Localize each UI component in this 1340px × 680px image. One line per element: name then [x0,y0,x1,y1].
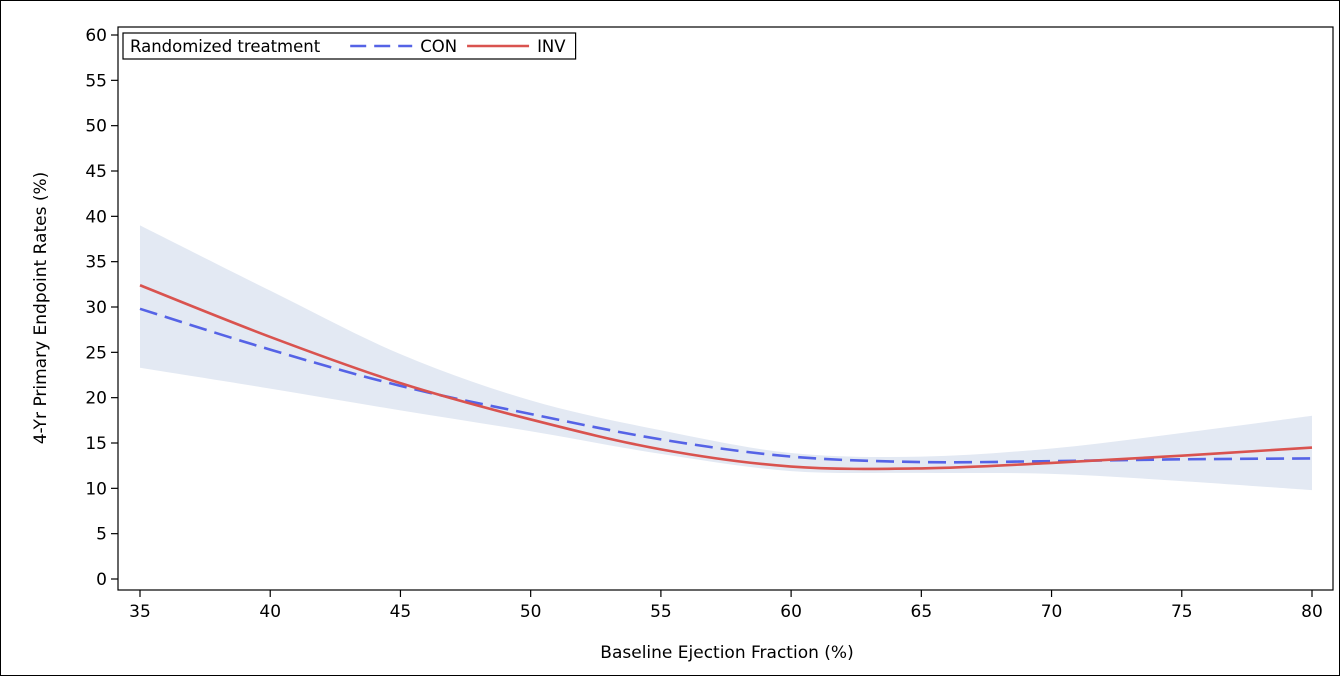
x-tick-label: 50 [520,602,542,622]
y-tick-label: 55 [85,71,107,91]
y-tick-label: 15 [85,434,107,454]
y-tick-label: 60 [85,26,107,46]
y-tick-label: 10 [85,479,107,499]
x-tick-label: 80 [1301,602,1323,622]
x-axis-label: Baseline Ejection Fraction (%) [600,643,853,663]
y-tick-label: 50 [85,117,107,137]
y-axis-label: 4-Yr Primary Endpoint Rates (%) [31,172,51,445]
y-tick-label: 45 [85,162,107,182]
x-tick-label: 65 [911,602,933,622]
x-tick-label: 35 [129,602,151,622]
y-tick-label: 35 [85,253,107,273]
y-tick-label: 30 [85,298,107,318]
legend-label-con: CON [420,37,457,56]
confidence-band [140,225,1312,491]
x-tick-label: 40 [259,602,281,622]
plot-area-frame [117,26,1334,591]
x-tick-label: 75 [1171,602,1193,622]
x-tick-label: 70 [1041,602,1063,622]
legend-title: Randomized treatment [130,37,321,56]
y-tick-label: 25 [85,343,107,363]
legend-label-inv: INV [537,37,566,56]
y-tick-label: 40 [85,207,107,227]
x-tick-label: 60 [780,602,802,622]
x-tick-label: 45 [390,602,412,622]
series-line-inv [139,284,1313,471]
y-tick-label: 20 [85,389,107,409]
x-tick-label: 55 [650,602,672,622]
y-tick-label: 0 [96,570,107,590]
y-tick-label: 5 [96,525,107,545]
